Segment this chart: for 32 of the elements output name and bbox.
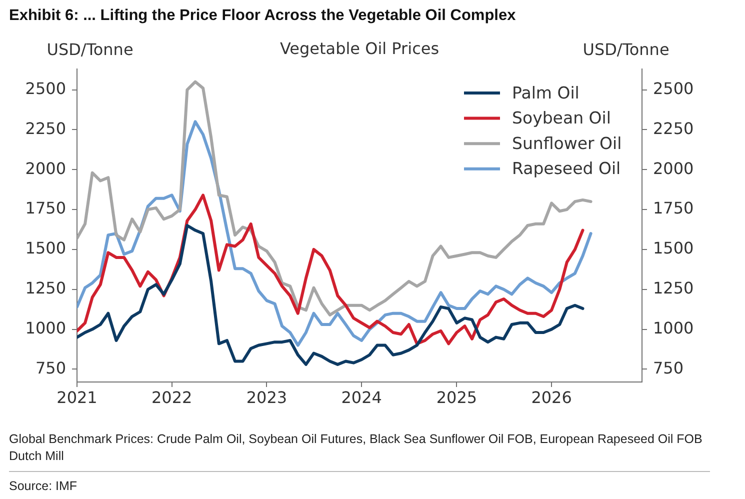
y-tick-label: 750 [35, 358, 66, 378]
x-tick-label: 2022 [152, 388, 192, 407]
y2-tick-label: 1500 [653, 238, 694, 258]
y2-tick-label: 2500 [653, 78, 694, 98]
legend-label: Rapeseed Oil [512, 159, 621, 178]
x-tick-label: 2026 [531, 388, 572, 407]
y-tick-label: 2500 [25, 78, 66, 98]
y2-tick-label: 2000 [653, 158, 694, 178]
legend-label: Soybean Oil [512, 108, 611, 128]
y2-axis-title: USD/Tonne [582, 40, 670, 60]
y-tick-label: 1750 [25, 198, 66, 218]
y-tick-label: 2000 [25, 158, 66, 178]
y2-tick-label: 2250 [653, 118, 694, 138]
y-tick-label: 1500 [25, 238, 66, 258]
text: Global Benchmark Prices: Crude Palm Oil, Soybean Oil Futures, Black Sea Sunflower Oil FOB, European Rapeseed Oil FOB Dutch Mill [9, 431, 704, 465]
y2-tick-label: 750 [653, 358, 684, 378]
legend-label: Palm Oil [512, 83, 580, 102]
x-tick-label: 2021 [56, 388, 98, 407]
x-tick-label: 2025 [436, 388, 478, 407]
y-tick-label: 2250 [25, 118, 66, 138]
y2-tick-label: 1250 [653, 278, 694, 298]
y-tick-label: 1250 [25, 278, 66, 298]
y2-tick-label: 1000 [653, 318, 694, 338]
y-axis-title: USD/Tonne [46, 40, 134, 60]
chart-title: Exhibit 6: ... Lifting the Price Floor Across the Vegetable Oil Complex [9, 7, 516, 25]
source-note: Source: IMF [9, 478, 78, 495]
y2-tick-label: 1750 [653, 198, 694, 218]
y-tick-label: 1000 [25, 318, 66, 338]
legend-label: Sunflower Oil [512, 134, 622, 153]
chart-subtitle: Vegetable Oil Prices [280, 39, 440, 58]
x-tick-label: 2023 [246, 388, 288, 407]
x-tick-label: 2024 [341, 388, 382, 407]
